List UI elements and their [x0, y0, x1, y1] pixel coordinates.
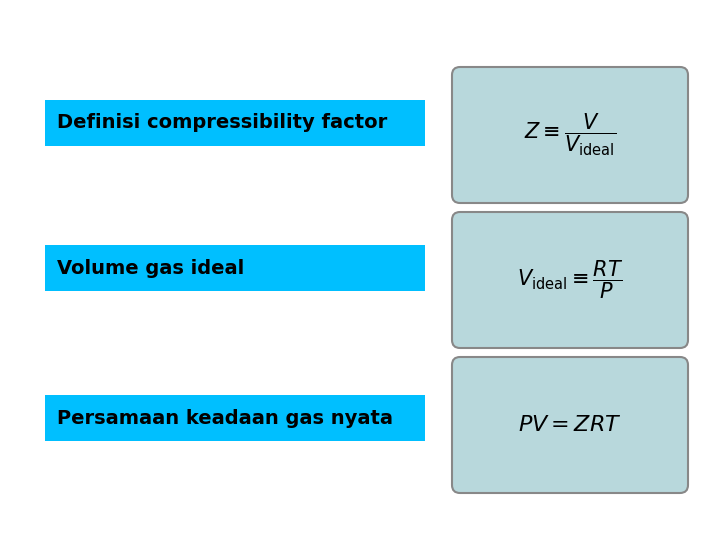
FancyBboxPatch shape: [45, 245, 425, 291]
Text: Volume gas ideal: Volume gas ideal: [57, 259, 244, 278]
FancyBboxPatch shape: [45, 395, 425, 441]
Text: $V_{\mathrm{ideal}} \equiv \dfrac{RT}{P}$: $V_{\mathrm{ideal}} \equiv \dfrac{RT}{P}…: [517, 259, 624, 301]
FancyBboxPatch shape: [452, 357, 688, 493]
Text: $PV = ZRT$: $PV = ZRT$: [518, 415, 622, 435]
Text: Definisi compressibility factor: Definisi compressibility factor: [57, 113, 387, 132]
FancyBboxPatch shape: [452, 212, 688, 348]
FancyBboxPatch shape: [45, 100, 425, 146]
Text: $Z \equiv \dfrac{V}{V_{\mathrm{ideal}}}$: $Z \equiv \dfrac{V}{V_{\mathrm{ideal}}}$: [523, 112, 616, 158]
Text: Persamaan keadaan gas nyata: Persamaan keadaan gas nyata: [57, 408, 393, 428]
FancyBboxPatch shape: [452, 67, 688, 203]
